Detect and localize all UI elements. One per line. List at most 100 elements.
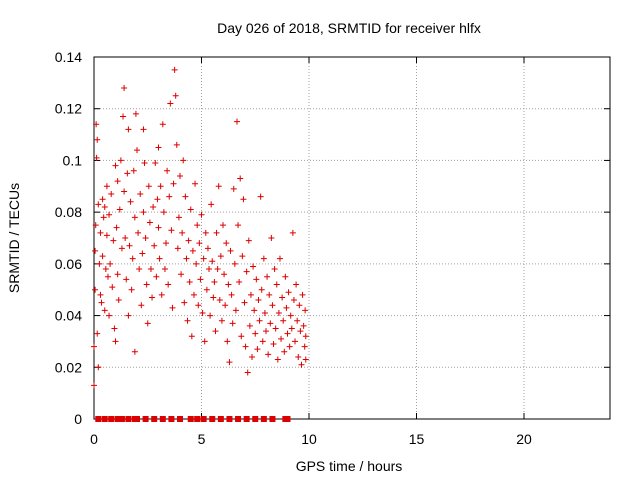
y-tick-label: 0.06 [55,256,82,272]
data-point [155,144,162,151]
data-point [153,273,160,280]
data-point [260,255,267,262]
data-point [268,235,275,241]
data-point [283,304,290,311]
data-point [242,343,249,350]
data-point [255,297,262,304]
data-point [263,328,269,335]
data-point [170,180,177,187]
data-point-zero [200,416,207,422]
data-point [121,188,128,195]
x-tick-label: 10 [301,431,317,447]
data-point [109,284,116,291]
x-axis-label: GPS time / hours [296,458,403,474]
data-point [198,211,205,218]
data-point-zero [284,416,291,422]
data-point [106,312,113,319]
data-point [270,341,277,348]
data-point [188,333,195,340]
data-point [212,328,219,335]
data-point [155,224,162,231]
data-point [100,214,107,221]
data-point [196,240,203,247]
data-point [96,260,103,267]
data-point [95,364,102,371]
y-tick-label: 0.1 [63,152,83,168]
data-point-zero [260,416,267,422]
data-point [275,309,282,316]
data-point [218,317,225,324]
y-tick-label: 0.08 [55,204,82,220]
data-point [150,203,157,210]
data-point [152,160,159,167]
data-point [112,162,119,169]
data-point [233,118,240,125]
x-axis-ticks: 0 5 10 15 20 [90,57,532,447]
data-point [161,266,168,273]
data-point [97,229,104,236]
data-point [266,291,273,298]
data-point [238,333,245,340]
data-point [110,237,117,244]
data-point [131,214,138,221]
grid-lines [94,57,610,419]
data-point [294,317,301,324]
data-point [264,273,271,280]
data-point [253,276,260,283]
data-point [140,126,147,133]
data-point [140,209,147,216]
data-point [269,302,276,309]
data-point [184,317,191,324]
data-point [297,328,304,335]
data-point [173,141,180,148]
data-point [210,294,217,301]
data-point [256,317,263,324]
data-point [179,229,186,236]
data-point [156,255,163,262]
data-point [251,307,258,314]
data-point [220,222,226,229]
data-point [163,240,170,247]
data-point [125,126,132,133]
data-point [284,330,291,337]
data-point [164,167,171,174]
data-point [227,247,234,254]
data-point [186,278,193,285]
data-point-zero [125,416,132,422]
data-point [241,299,248,306]
data-point [189,247,196,254]
data-point [239,253,246,260]
data-point [131,348,138,355]
x-tick-label: 15 [409,431,425,447]
data-point [101,203,108,210]
data-point [207,312,214,319]
x-tick-label: 0 [90,431,98,447]
data-point [201,338,208,345]
data-point [141,160,148,167]
data-point-zero [151,416,158,422]
y-axis-label: SRMTID / TECUs [6,183,22,293]
data-point [103,183,110,190]
data-point [107,260,114,267]
data-point [228,291,235,298]
data-point-zero [269,416,276,422]
y-axis-ticks: 0 0.02 0.04 0.06 0.08 0.1 0.12 0.14 [55,49,610,427]
data-point [208,201,215,208]
data-point [177,172,183,179]
data-point [108,191,115,198]
data-point [127,198,134,205]
data-point [116,206,123,213]
data-point [128,286,135,293]
data-point [175,214,182,221]
data-point [92,286,99,293]
data-point [92,247,99,254]
data-point [224,338,231,345]
data-point [217,253,224,260]
data-point [143,281,150,288]
data-point [158,291,165,298]
data-point [299,291,306,298]
data-point [287,312,294,319]
data-point-zero [142,416,149,422]
data-point [213,229,220,236]
data-point-zero [134,416,140,422]
